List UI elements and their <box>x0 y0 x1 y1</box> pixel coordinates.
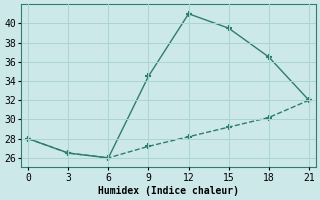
X-axis label: Humidex (Indice chaleur): Humidex (Indice chaleur) <box>98 186 239 196</box>
